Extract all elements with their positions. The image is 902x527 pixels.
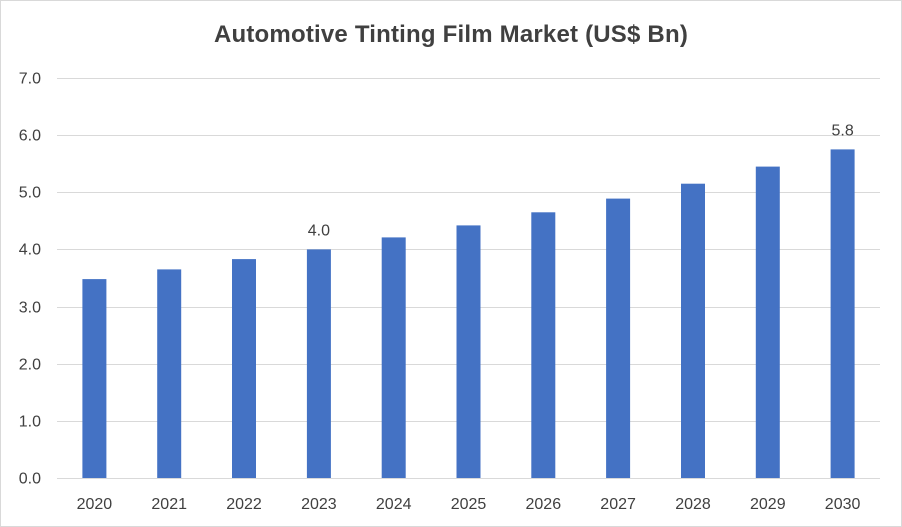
y-tick-label: 0.0: [19, 471, 41, 488]
x-tick-label: 2021: [151, 496, 187, 513]
data-labels: 4.0 5.8: [308, 122, 854, 239]
chart-title: Automotive Tinting Film Market (US$ Bn): [213, 21, 689, 48]
bar: [82, 279, 107, 478]
y-tick-label: 1.0: [19, 414, 41, 431]
bar: [531, 212, 556, 479]
y-tick-label: 3.0: [19, 300, 41, 317]
y-tick-label: 6.0: [19, 128, 41, 145]
x-tick-label: 2024: [376, 496, 412, 513]
y-tick-label: 7.0: [19, 71, 41, 88]
bar: [681, 183, 705, 478]
y-tick-label: 2.0: [19, 357, 41, 374]
bar: [830, 149, 855, 478]
bar: [157, 269, 182, 478]
x-tick-label: 2025: [451, 496, 487, 513]
y-axis-ticks: 0.0 1.0 2.0 3.0 4.0 5.0 6.0 7.0: [19, 71, 41, 488]
x-tick-label: 2023: [301, 496, 337, 513]
data-label: 4.0: [308, 222, 330, 239]
x-tick-label: 2027: [600, 496, 636, 513]
x-tick-label: 2026: [526, 496, 562, 513]
x-tick-label: 2020: [77, 496, 113, 513]
x-tick-label: 2028: [675, 496, 711, 513]
x-axis-ticks: 2020 2021 2022 2023 2024 2025 2026 2027 2028 2029…: [77, 496, 861, 513]
y-tick-label: 5.0: [19, 185, 41, 202]
bar: [232, 259, 256, 478]
bar: [381, 237, 406, 478]
bars: [82, 149, 855, 479]
bar: [755, 166, 780, 478]
data-label: 5.8: [831, 122, 853, 139]
x-tick-label: 2029: [750, 496, 786, 513]
bar: [456, 225, 481, 478]
x-tick-label: 2030: [825, 496, 861, 513]
x-tick-label: 2022: [226, 496, 262, 513]
y-tick-label: 4.0: [19, 242, 41, 259]
bar: [606, 198, 631, 478]
bar: [306, 249, 331, 478]
